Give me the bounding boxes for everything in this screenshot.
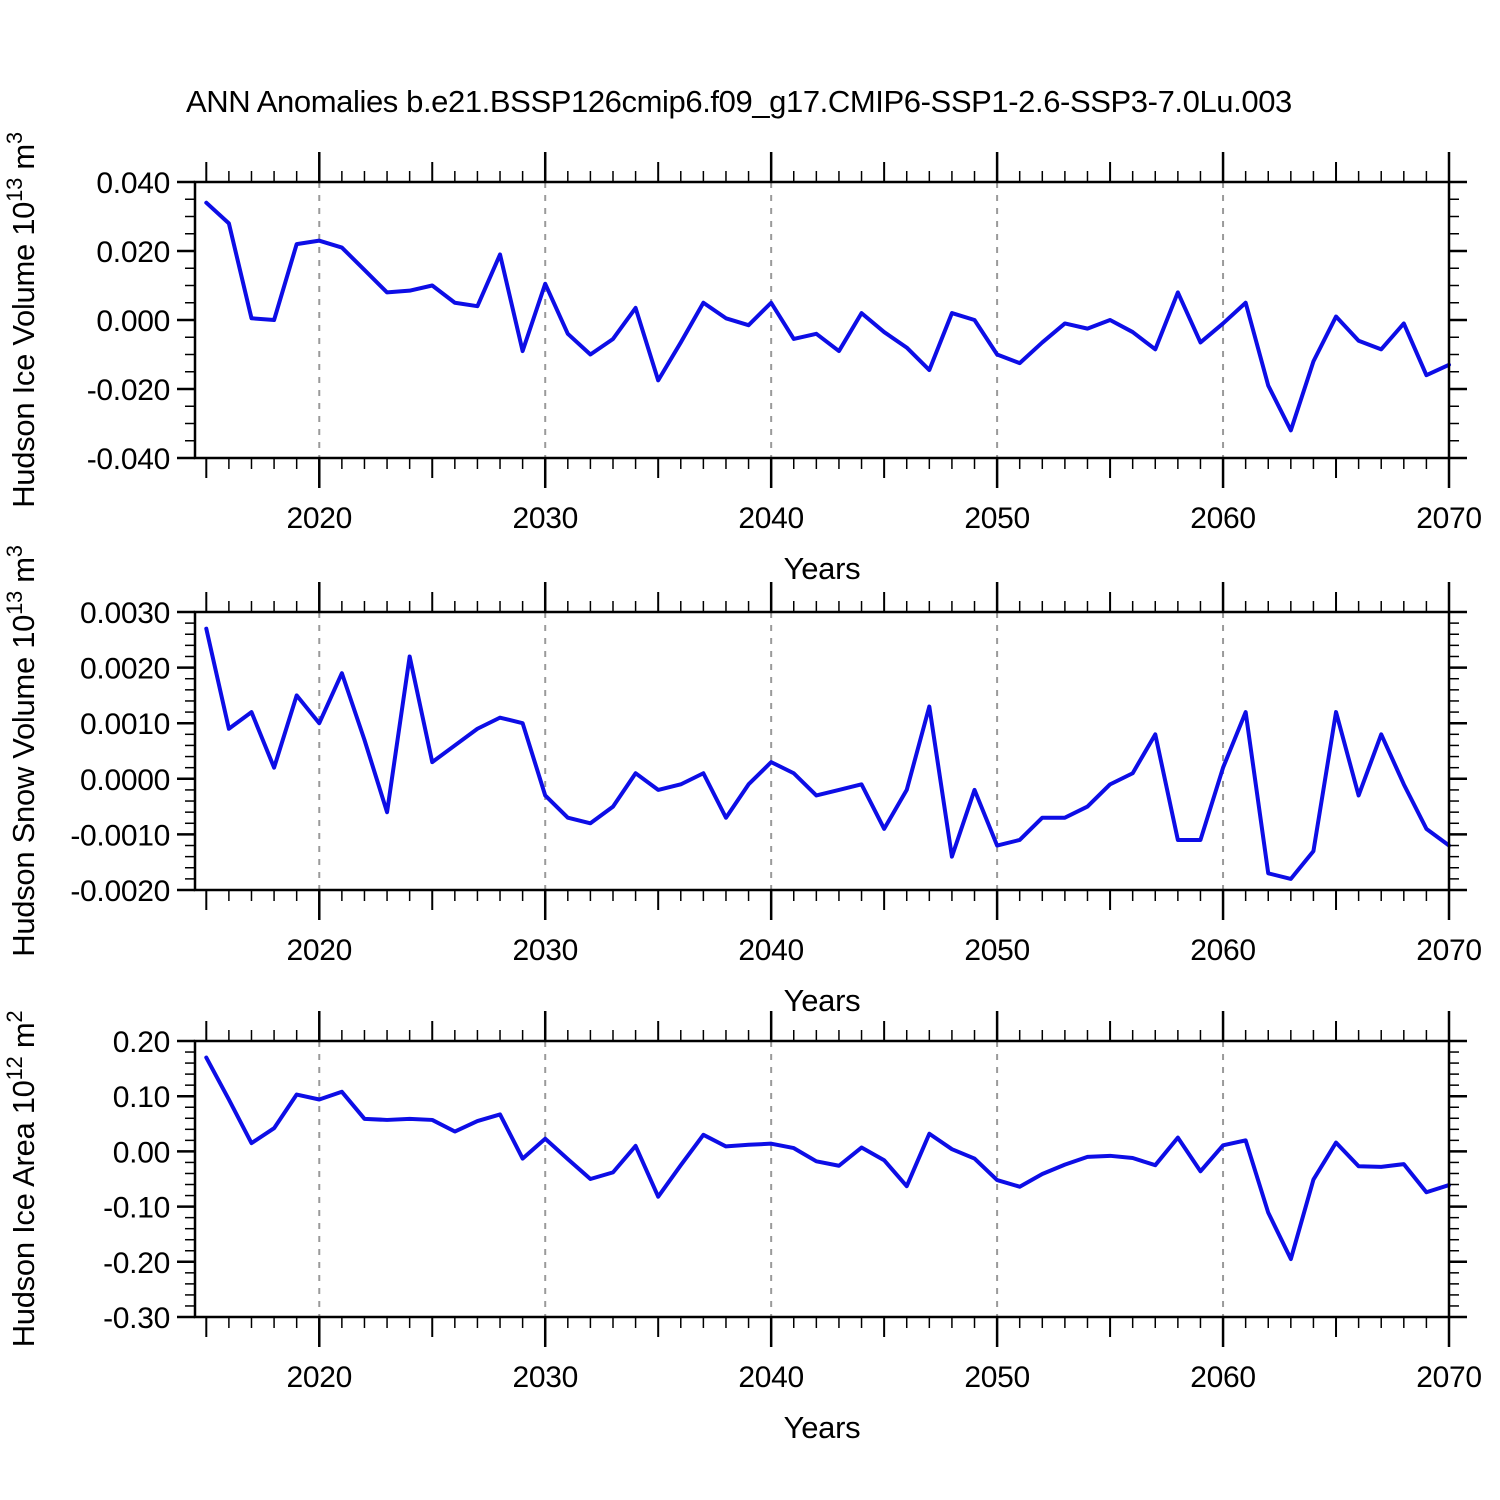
panel-hudson-ice-area: 0.20 0.10 0.00 -0.10 -0.20 -0.30 2020 2030 2040 2… [2,1011,1482,1445]
hudson-ice-volume-xtick-label: 2020 [286,502,352,535]
hudson-snow-volume-ytick-label: 0.0000 [80,764,170,797]
hudson-ice-volume-yaxis-title: Hudson Ice Volume 1013 m3 [2,132,41,508]
hudson-ice-area-line [204,1055,1451,1262]
hudson-ice-area-xtick-label: 2020 [286,1361,352,1394]
hudson-ice-volume-ytick-label: -0.040 [87,443,170,476]
hudson-snow-volume-ytick-label: 0.0010 [80,708,170,741]
hudson-ice-area-xtick-label: 2070 [1416,1361,1482,1394]
panel-hudson-ice-volume: 0.040 0.020 0.000 -0.020 -0.040 2020 2030 2040 2… [2,132,1482,586]
hudson-snow-volume-yaxis-title: Hudson Snow Volume 1013 m3 [2,545,41,957]
hudson-snow-volume-xtick-label: 2050 [964,934,1030,967]
hudson-ice-volume-ytick-label: 0.040 [96,167,170,200]
hudson-snow-volume-ytick-label: 0.0020 [80,653,170,686]
hudson-ice-area-xtick-label: 2060 [1190,1361,1256,1394]
hudson-snow-volume-xtick-label: 2030 [512,934,578,967]
hudson-ice-area-frame [193,1039,1451,1319]
hudson-ice-volume-xtick-label: 2060 [1190,502,1256,535]
hudson-ice-volume-xtick-label: 2030 [512,502,578,535]
hudson-ice-area-ytick-label: -0.10 [103,1192,170,1225]
hudson-ice-volume-xtick-label: 2050 [964,502,1030,535]
hudson-snow-volume-ytick-label: -0.0020 [70,875,170,908]
hudson-ice-area-xaxis-title: Years [784,1410,861,1445]
hudson-ice-volume-xtick-label: 2070 [1416,502,1482,535]
hudson-snow-volume-xtick-label: 2070 [1416,934,1482,967]
hudson-ice-area-xtick-label: 2040 [738,1361,804,1394]
hudson-snow-volume-xtick-label: 2040 [738,934,804,967]
hudson-ice-area-ytick-label: 0.20 [113,1026,170,1059]
hudson-snow-volume-ytick-label: 0.0030 [80,597,170,630]
hudson-ice-area-yaxis-title: Hudson Ice Area 1012 m2 [2,1011,41,1348]
hudson-ice-area-ytick-label: -0.20 [103,1247,170,1280]
hudson-ice-area-xtick-label: 2050 [964,1361,1030,1394]
hudson-ice-volume-ytick-label: -0.020 [87,374,170,407]
hudson-snow-volume-xtick-label: 2020 [286,934,352,967]
panel-hudson-snow-volume: 0.0030 0.0020 0.0010 0.0000 -0.0010 -0.0020 20… [2,545,1482,1018]
hudson-ice-volume-frame [193,180,1451,460]
hudson-ice-area-ytick-label: -0.30 [103,1302,170,1335]
hudson-snow-volume-frame [193,610,1451,892]
hudson-ice-volume-ytick-label: 0.020 [96,236,170,269]
hudson-ice-volume-xtick-label: 2040 [738,502,804,535]
hudson-snow-volume-ytick-label: -0.0010 [70,819,170,852]
hudson-snow-volume-xaxis-title: Years [784,983,861,1018]
hudson-ice-volume-line [204,200,1451,433]
hudson-ice-area-ytick-label: 0.00 [113,1136,170,1169]
hudson-ice-area-xtick-label: 2030 [512,1361,578,1394]
hudson-snow-volume-xtick-label: 2060 [1190,934,1256,967]
hudson-snow-volume-line [204,626,1451,881]
figure-title: ANN Anomalies b.e21.BSSP126cmip6.f09_g17… [186,84,1292,119]
hudson-ice-volume-ytick-label: 0.000 [96,305,170,338]
hudson-ice-area-ytick-label: 0.10 [113,1081,170,1114]
hudson-ice-volume-xaxis-title: Years [784,551,861,586]
